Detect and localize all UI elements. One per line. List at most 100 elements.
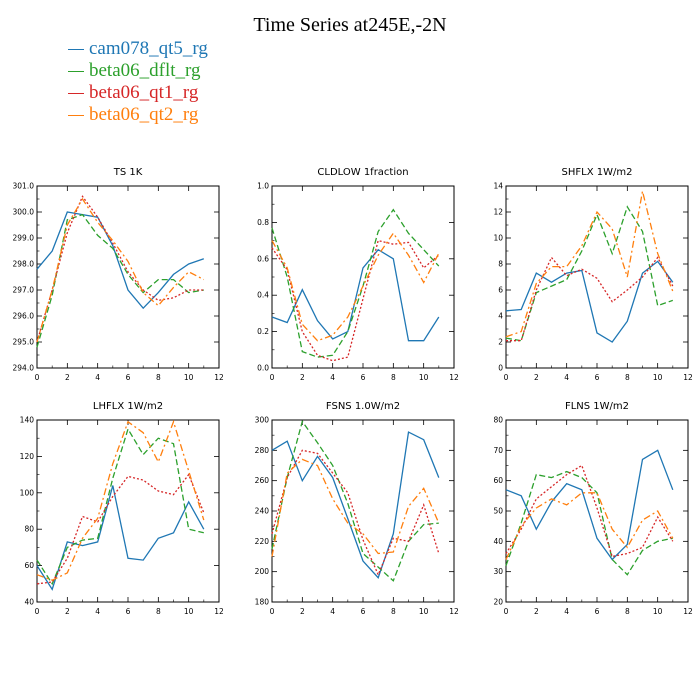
series-line-beta06_qt2_rg [505,191,674,338]
x-tick-label: 10 [419,607,429,616]
y-tick-label: 0.8 [257,218,269,227]
x-tick-label: 2 [300,373,305,382]
legend-swatch-1 [68,48,84,50]
panel-title: TS 1K [113,167,143,178]
x-tick-label: 6 [126,373,131,382]
panel-2: CLDLOW 1fraction 0 2 4 6 8 10 12 0.0 0.2 0.4 0.6 0.8… [257,167,459,382]
series-line-beta06_dflt_rg [271,420,439,582]
series-line-cam078_qt5_rg [271,431,440,579]
y-tick-label: 14 [493,182,503,191]
legend-swatch-4 [68,114,84,116]
legend-label: beta06_dflt_rg [89,60,201,81]
x-tick-label: 6 [595,607,600,616]
y-tick-label: 0.4 [257,291,269,300]
y-tick-label: 12 [493,208,503,217]
y-tick-label: 6 [498,286,503,295]
x-tick-label: 12 [683,373,693,382]
x-tick-label: 2 [534,607,539,616]
y-tick-label: 0.0 [257,364,269,373]
panel-title: SHFLX 1W/m2 [562,167,633,178]
x-tick-label: 0 [35,607,40,616]
series-line-beta06_dflt_rg [271,208,440,358]
x-tick-label: 8 [391,607,396,616]
y-tick-label: 180 [255,598,270,607]
x-tick-label: 8 [156,373,161,382]
legend-item: beta06_dflt_rg [68,60,208,82]
series-line-cam078_qt5_rg [271,248,440,342]
x-tick-label: 10 [419,373,429,382]
legend-item: beta06_qt1_rg [68,82,208,104]
series-line-beta06_qt1_rg [36,195,204,343]
x-tick-label: 12 [683,607,693,616]
y-tick-label: 200 [255,567,270,576]
y-tick-label: 140 [20,416,35,425]
x-tick-label: 8 [625,607,630,616]
x-tick-label: 12 [449,607,459,616]
plot-frame [36,419,220,603]
series-line-beta06_qt2_rg [271,232,440,342]
series-line-beta06_qt2_rg [36,419,205,581]
x-tick-label: 6 [361,373,366,382]
y-tick-label: 80 [24,525,34,534]
x-tick-label: 2 [65,607,70,616]
x-tick-label: 8 [156,607,161,616]
y-tick-label: 60 [493,476,503,485]
x-tick-label: 10 [653,607,663,616]
y-tick-label: 294.0 [13,364,35,373]
y-tick-label: 0.6 [257,254,269,263]
x-tick-label: 2 [65,373,70,382]
x-tick-label: 10 [184,373,194,382]
legend-item: beta06_qt2_rg [68,104,208,126]
series-line-cam078_qt5_rg [36,211,205,310]
figure-title: Time Series at245E,-2N [253,14,447,36]
y-tick-label: 301.0 [13,182,35,191]
series-line-beta06_qt1_rg [36,473,205,585]
series-line-beta06_qt1_rg [505,464,674,558]
x-tick-label: 0 [35,373,40,382]
series-line-beta06_dflt_rg [36,213,204,348]
x-tick-label: 0 [270,607,275,616]
y-tick-label: 297.0 [13,286,35,295]
y-tick-label: 280 [255,446,270,455]
legend-swatch-3 [68,92,84,94]
series-line-beta06_qt2_rg [505,492,674,560]
x-tick-label: 8 [391,373,396,382]
y-tick-label: 80 [493,416,503,425]
y-tick-label: 299.0 [13,234,35,243]
y-tick-label: 260 [255,476,270,485]
y-tick-label: 0.2 [257,327,269,336]
y-tick-label: 220 [255,537,270,546]
x-tick-label: 2 [534,373,539,382]
y-tick-label: 20 [493,598,503,607]
x-tick-label: 6 [126,607,131,616]
x-tick-label: 4 [330,607,335,616]
y-tick-label: 60 [24,561,34,570]
y-tick-label: 8 [498,260,503,269]
series-line-cam078_qt5_rg [36,485,205,591]
legend-swatch-2 [68,70,84,72]
x-tick-label: 12 [214,373,224,382]
y-tick-label: 1.0 [257,182,269,191]
x-tick-label: 4 [95,607,100,616]
x-tick-label: 0 [504,373,509,382]
plot-frame [36,185,220,369]
x-tick-label: 4 [330,373,335,382]
x-tick-label: 10 [184,607,194,616]
y-tick-label: 300 [255,416,270,425]
panel-title: FSNS 1.0W/m2 [326,401,400,412]
legend: cam078_qt5_rg beta06_dflt_rg beta06_qt1_… [68,38,208,126]
x-tick-label: 0 [504,607,509,616]
panel-4: LHFLX 1W/m2 0 2 4 6 8 10 12 40 60 80 100 120 140 [20,401,224,616]
x-tick-label: 6 [361,607,366,616]
series-line-beta06_qt1_rg [271,239,440,362]
x-tick-label: 6 [595,373,600,382]
x-tick-label: 2 [300,607,305,616]
y-tick-label: 2 [498,338,503,347]
y-tick-label: 40 [493,537,503,546]
y-tick-label: 40 [24,598,34,607]
panel-title: FLNS 1W/m2 [565,401,629,412]
series-line-cam078_qt5_rg [505,260,674,343]
legend-label: cam078_qt5_rg [89,38,208,59]
y-tick-label: 100 [20,488,35,497]
x-tick-label: 4 [95,373,100,382]
